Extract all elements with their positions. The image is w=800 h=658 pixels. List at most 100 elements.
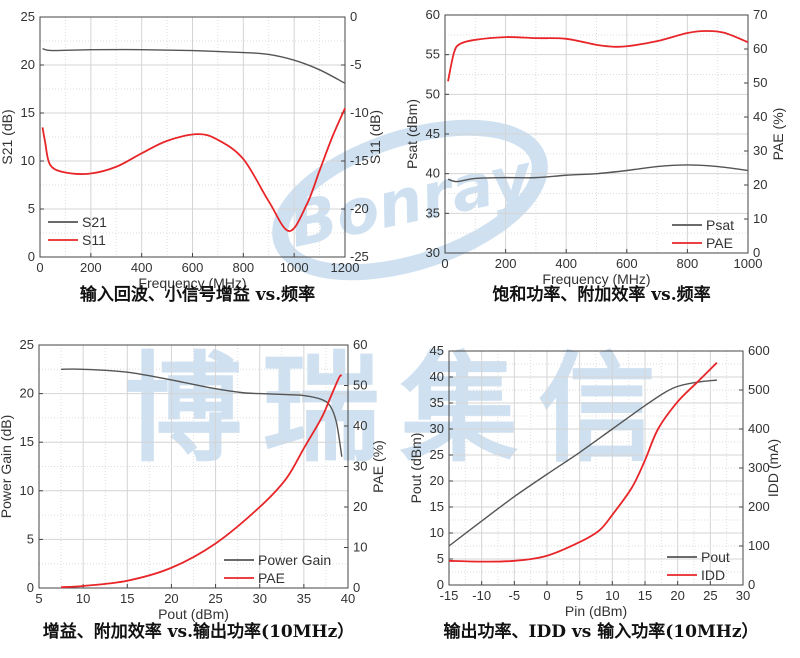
x-tick-label: 40	[341, 591, 355, 606]
y-tick-label: 25	[430, 447, 444, 462]
y-tick-label: 10	[20, 483, 34, 498]
x-tick-label: 600	[616, 256, 638, 271]
y-tick-label: 20	[21, 57, 35, 72]
series-line-psat	[447, 164, 749, 183]
y2-tick-label: 600	[748, 343, 770, 358]
chart-caption: 饱和功率、附加效率 vs.频率	[492, 284, 710, 305]
x-tick-label: 35	[297, 591, 311, 606]
legend-label: IDD	[701, 567, 725, 583]
y-tick-label: 20	[430, 473, 444, 488]
chart-4: -15 -10 -5 0 5 10 15 20 25 3005101520253035404501…	[408, 343, 781, 642]
y2-tick-label: -20	[350, 201, 369, 216]
y2-axis-label: PAE (%)	[370, 440, 386, 493]
y2-tick-label: 50	[353, 378, 367, 393]
y2-tick-label: 0	[350, 9, 357, 24]
x-tick-label: 400	[131, 260, 153, 275]
legend-label: PAE	[258, 570, 285, 586]
x-tick-label: 400	[555, 256, 577, 271]
series-line-idd	[448, 362, 718, 563]
x-tick-label: 600	[182, 260, 204, 275]
grid	[40, 17, 345, 257]
y2-tick-label: 40	[753, 109, 767, 124]
y-tick-label: 5	[27, 531, 34, 546]
legend: Psat PAE	[672, 217, 734, 251]
watermark-logo-ring	[272, 119, 548, 281]
legend-label: Pout	[701, 549, 730, 565]
y-tick-label: 35	[426, 205, 440, 220]
y2-tick-label: 30	[753, 143, 767, 158]
y2-tick-label: 0	[748, 577, 755, 592]
y2-tick-label: 20	[353, 499, 367, 514]
y2-tick-label: -15	[350, 153, 369, 168]
y2-tick-label: 300	[748, 460, 770, 475]
y2-tick-label: 0	[753, 245, 760, 260]
x-axis-label: Frequency (MHz)	[138, 275, 246, 291]
x-tick-label: 15	[638, 588, 652, 603]
y2-tick-label: -25	[350, 249, 369, 264]
series-line-s11	[41, 107, 346, 232]
y2-tick-label: 500	[748, 382, 770, 397]
x-axis-label: Pin (dBm)	[565, 603, 627, 619]
series-line-pae	[447, 30, 749, 82]
chart-caption: 增益、附加效率 vs.输出功率(10MHz）	[43, 621, 355, 642]
y-tick-label: 25	[20, 337, 34, 352]
grid	[445, 15, 748, 253]
y2-tick-label: 20	[753, 177, 767, 192]
x-tick-label: 800	[677, 256, 699, 271]
y2-tick-label: 60	[353, 337, 367, 352]
y-tick-label: 0	[28, 249, 35, 264]
legend: Pout IDD	[667, 549, 730, 583]
y-tick-label: 10	[430, 525, 444, 540]
y-tick-label: 15	[21, 105, 35, 120]
y2-tick-label: 60	[753, 41, 767, 56]
y-tick-label: 35	[430, 395, 444, 410]
y-tick-label: 40	[430, 369, 444, 384]
x-tick-label: 5	[576, 588, 583, 603]
x-tick-label: 30	[736, 588, 750, 603]
chart-3: 5 10 15 20 25 30 35 4005101520250102030405060Po…	[0, 337, 386, 642]
y2-tick-label: 70	[753, 7, 767, 22]
x-tick-label: 0	[36, 260, 43, 275]
y-tick-label: 15	[20, 434, 34, 449]
legend-label: S21	[82, 214, 107, 230]
y-axis-label: S21 (dB)	[0, 109, 15, 164]
y-tick-label: 5	[28, 201, 35, 216]
x-tick-label: 10	[605, 588, 619, 603]
y2-tick-label: 10	[353, 540, 367, 555]
x-tick-label: 25	[208, 591, 222, 606]
x-tick-label: 0	[441, 256, 448, 271]
x-tick-label: 20	[164, 591, 178, 606]
y2-tick-label: 10	[753, 211, 767, 226]
y-axis-label: Psat (dBm)	[404, 99, 420, 169]
x-tick-label: 1200	[331, 260, 360, 275]
y-tick-label: 15	[430, 499, 444, 514]
y2-tick-label: 200	[748, 499, 770, 514]
y2-axis-label: IDD (mA)	[765, 439, 781, 497]
chart-caption: 输出功率、IDD vs 输入功率(10MHz）	[444, 621, 759, 642]
x-tick-label: -10	[472, 588, 491, 603]
y-tick-label: 25	[21, 9, 35, 24]
y-tick-label: 60	[426, 7, 440, 22]
y2-tick-label: 50	[753, 75, 767, 90]
y-tick-label: 30	[430, 421, 444, 436]
y2-tick-label: 400	[748, 421, 770, 436]
x-tick-label: 1000	[280, 260, 309, 275]
x-tick-label: -5	[509, 588, 521, 603]
series-line-pout	[448, 379, 717, 547]
legend-label: PAE	[706, 235, 733, 251]
x-axis-label: Frequency (MHz)	[542, 271, 650, 287]
y-tick-label: 20	[20, 386, 34, 401]
x-tick-label: 25	[703, 588, 717, 603]
y-axis-label: Power Gain (dB)	[0, 415, 14, 518]
x-tick-label: 15	[120, 591, 134, 606]
x-tick-label: 5	[35, 591, 42, 606]
y-tick-label: 10	[21, 153, 35, 168]
y2-tick-label: 0	[353, 580, 360, 595]
y2-tick-label: 100	[748, 538, 770, 553]
x-tick-label: 200	[80, 260, 102, 275]
chart-2: 0 200 400 600 800 100030354045505560010203040…	[404, 7, 786, 305]
x-tick-label: -15	[440, 588, 459, 603]
grid	[449, 351, 743, 585]
legend-label: S11	[82, 232, 106, 248]
